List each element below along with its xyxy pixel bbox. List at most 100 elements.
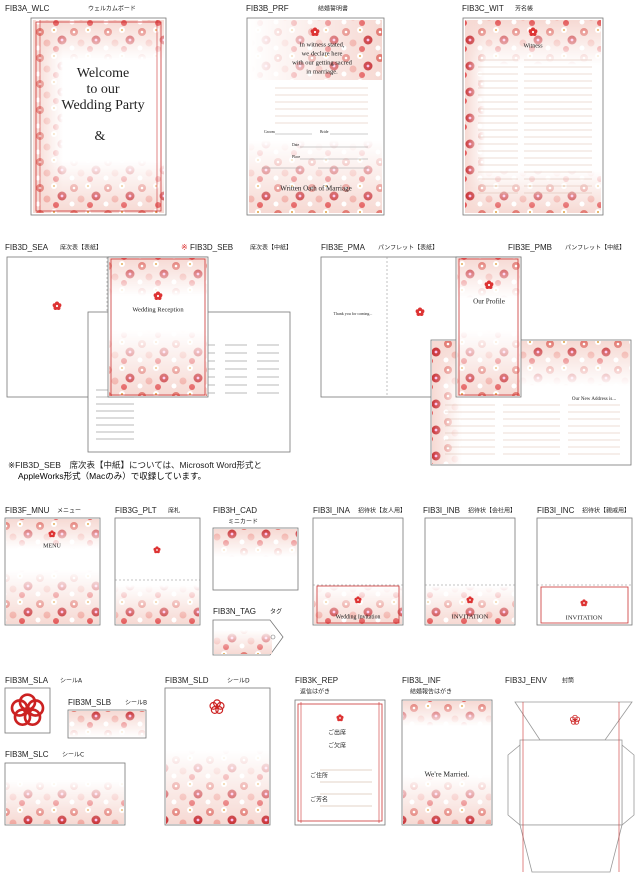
item-code: FIB3D_SEA	[5, 243, 49, 252]
item-code: FIB3G_PLT	[115, 506, 157, 515]
item-name: 招待状【友人用】	[358, 507, 406, 515]
floral	[109, 258, 207, 296]
card	[294, 699, 386, 826]
red-frame	[297, 703, 383, 822]
item-text: Welcome	[77, 66, 130, 81]
item-name: 芳名帳	[515, 5, 533, 13]
floral	[249, 140, 382, 213]
item-text: to our	[86, 82, 119, 97]
floral	[403, 701, 491, 726]
item-name: ミニカード	[228, 519, 258, 526]
red-frame	[316, 585, 400, 624]
item-text: ご芳名	[310, 796, 328, 804]
item-name: メニュー	[57, 508, 81, 515]
note-line: ※FIB3D_SEB 席次表【中紙】については、Microsoft Word形式…	[8, 460, 262, 470]
item-text: ご住所	[310, 772, 328, 780]
item-name: パンフレット【表紙】	[378, 244, 438, 252]
red-frame	[35, 21, 162, 212]
item-name: シールC	[62, 752, 84, 759]
item-text: ご出席	[328, 729, 346, 737]
item-code: FIB3I_INA	[313, 506, 351, 515]
item-code: FIB3M_SLB	[68, 698, 111, 707]
floral	[166, 750, 269, 824]
floral	[426, 586, 514, 624]
item-text: Written Oath of Marriage	[280, 185, 351, 193]
item-name: 結婚報告はがき	[410, 688, 452, 696]
item-code: FIB3K_REP	[295, 676, 338, 685]
floral	[116, 585, 199, 624]
red-frame	[540, 586, 629, 624]
item-text: Witness	[523, 43, 543, 49]
item-text: In witness stated,	[300, 41, 345, 48]
item-text: Wedding Invitation	[336, 614, 381, 620]
envelope-body	[519, 739, 623, 826]
item-text: Our New Address is...	[572, 397, 616, 402]
red-frame	[458, 258, 519, 396]
floral	[314, 586, 402, 624]
item-code: FIB3H_CAD	[213, 506, 257, 515]
item-code: FIB3I_INC	[537, 506, 575, 515]
item-text: with our getting sacred	[292, 59, 352, 66]
envelope-side	[621, 744, 635, 826]
note-line: AppleWorks形式（Macのみ）で収録しています。	[18, 471, 206, 481]
item-name: パンフレット【中紙】	[565, 244, 625, 252]
item-name: 席札	[168, 507, 180, 515]
floral	[403, 775, 491, 824]
item-text: &	[95, 129, 106, 144]
note-text: AppleWorks形式（Macのみ）で収録しています。	[18, 471, 206, 481]
item-name: 席次表【表紙】	[60, 244, 102, 252]
item-name: ウェルカムボード	[88, 5, 136, 13]
item-text: Our Profile	[473, 298, 505, 306]
item-code: FIB3L_INF	[402, 676, 441, 685]
floral	[33, 160, 164, 213]
item-code: FIB3E_PMB	[508, 243, 552, 252]
item-name: シールB	[125, 700, 147, 707]
item-text: Groom	[264, 130, 275, 134]
item-name: 結婚誓明書	[318, 5, 348, 13]
note-text: ※FIB3D_SEB 席次表【中紙】については、Microsoft Word形式…	[8, 460, 262, 470]
item-text: Thank you for coming...	[334, 311, 373, 316]
item-code: FIB3N_TAG	[213, 607, 256, 616]
item-code: FIB3J_ENV	[505, 676, 547, 685]
item-text: Wedding Party	[61, 98, 144, 113]
item-text: Wedding Reception	[132, 306, 184, 313]
floral	[457, 330, 520, 396]
item-text: in marriage.	[306, 68, 338, 75]
item-text: INVITATION	[452, 613, 489, 620]
red-frame	[110, 258, 206, 396]
item-mark: ※	[181, 243, 188, 252]
tag-hole	[270, 634, 276, 640]
item-text: Bride	[320, 130, 329, 134]
item-code: FIB3C_WIT	[462, 4, 504, 13]
item-text: MENU	[43, 543, 61, 549]
item-code: FIB3I_INB	[423, 506, 460, 515]
floral	[6, 780, 124, 824]
item-name: シールD	[227, 678, 250, 685]
item-code: FIB3D_SEB	[190, 243, 233, 252]
envelope-side	[507, 744, 521, 826]
envelope-flap	[519, 824, 623, 873]
item-name: 招待状【会社用】	[468, 507, 516, 515]
item-text: ご欠席	[328, 742, 346, 750]
floral	[457, 258, 520, 298]
item-name: 封筒	[562, 677, 574, 685]
item-text: INVITATION	[566, 614, 603, 621]
item-name: 招待状【親戚用】	[582, 507, 630, 515]
floral	[109, 330, 207, 396]
floral	[214, 529, 297, 557]
item-code: FIB3M_SLA	[5, 676, 49, 685]
item-text: Date	[292, 143, 299, 147]
item-text: we declare here	[302, 50, 343, 57]
item-code: FIB3B_PRF	[246, 4, 289, 13]
item-text: We're Married.	[425, 770, 470, 779]
floral	[214, 630, 272, 654]
item-name: シールA	[60, 678, 83, 685]
item-code: FIB3M_SLD	[165, 676, 209, 685]
item-code: FIB3M_SLC	[5, 750, 49, 759]
floral	[69, 711, 145, 737]
floral	[6, 570, 99, 624]
item-name: 返信はがき	[300, 688, 330, 696]
item-name: 席次表【中紙】	[250, 244, 292, 252]
item-code: FIB3A_WLC	[5, 4, 50, 13]
